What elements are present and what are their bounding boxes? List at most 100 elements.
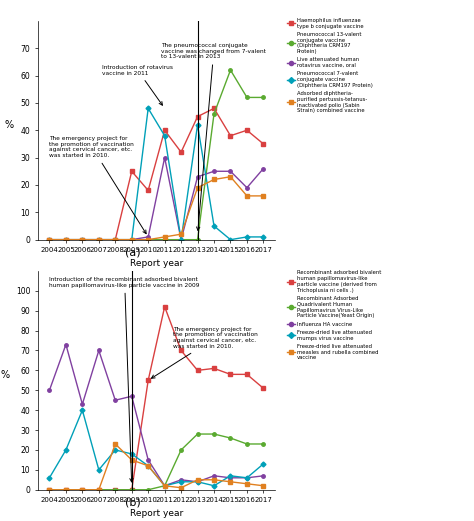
Influenza HA vaccine [178, 477, 184, 483]
Adsorbed diphtheria-
purified pertussis-tetanus-
inactivated polio (Sabin
Strain) combined vaccine [80, 237, 85, 243]
Recombinant adsorbed bivalent
human papillomavirus-like
particle vaccine (derived from
Trichoplusia ni cells .) [261, 385, 266, 391]
Recombinant Adsorbed
Quadrivalent Human
Papillomavirus Virus-Like
Particle Vaccine(Yeast Origin) [146, 487, 151, 493]
Freeze-dried live attenuated
measles and rubella combined
vaccine [129, 457, 135, 463]
Live attenuated human
rotavirus vaccine, oral [261, 166, 266, 172]
Pneumococcal 13-valent
conjugate vaccine
(Diphtheria CRM197
Protein) [244, 94, 250, 101]
Pneumococcal 13-valent
conjugate vaccine
(Diphtheria CRM197
Protein) [96, 237, 101, 243]
Freeze-dried live attenuated
measles and rubella combined
vaccine [96, 487, 101, 493]
Recombinant adsorbed bivalent
human papillomavirus-like
particle vaccine (derived from
Trichoplusia ni cells .) [195, 367, 201, 374]
Line: Pneumococcal 13-valent
conjugate vaccine
(Diphtheria CRM197
Protein): Pneumococcal 13-valent conjugate vaccine… [48, 68, 265, 241]
Freeze-dried live attenuated
mumps virus vaccine [261, 461, 266, 467]
Recombinant adsorbed bivalent
human papillomavirus-like
particle vaccine (derived from
Trichoplusia ni cells .) [80, 487, 85, 493]
Influenza HA vaccine [96, 348, 101, 354]
Live attenuated human
rotavirus vaccine, oral [211, 168, 217, 175]
Pneumococcal 7-valent
conjugate vaccine
(Diphtheria CRM197 Protein) [228, 237, 233, 243]
Freeze-dried live attenuated
mumps virus vaccine [195, 479, 201, 485]
Pneumococcal 13-valent
conjugate vaccine
(Diphtheria CRM197
Protein) [211, 111, 217, 117]
Freeze-dried live attenuated
mumps virus vaccine [211, 482, 217, 489]
Influenza HA vaccine [63, 341, 69, 348]
Haemophilus influenzae
type b conjugate vaccine [80, 237, 85, 243]
Y-axis label: %: % [0, 370, 9, 380]
Freeze-dried live attenuated
measles and rubella combined
vaccine [146, 463, 151, 469]
Text: (b): (b) [125, 498, 141, 507]
Line: Haemophilus influenzae
type b conjugate vaccine: Haemophilus influenzae type b conjugate … [48, 107, 265, 241]
Influenza HA vaccine [211, 473, 217, 479]
Line: Pneumococcal 7-valent
conjugate vaccine
(Diphtheria CRM197 Protein): Pneumococcal 7-valent conjugate vaccine … [48, 107, 265, 241]
Haemophilus influenzae
type b conjugate vaccine [146, 188, 151, 194]
Line: Adsorbed diphtheria-
purified pertussis-tetanus-
inactivated polio (Sabin
Strain) combined vaccine: Adsorbed diphtheria- purified pertussis-… [48, 175, 265, 241]
Text: Introduction of rotavirus
vaccine in 2011: Introduction of rotavirus vaccine in 201… [102, 65, 173, 105]
Haemophilus influenzae
type b conjugate vaccine [178, 149, 184, 155]
Adsorbed diphtheria-
purified pertussis-tetanus-
inactivated polio (Sabin
Strain) combined vaccine [96, 237, 101, 243]
Pneumococcal 13-valent
conjugate vaccine
(Diphtheria CRM197
Protein) [146, 237, 151, 243]
Adsorbed diphtheria-
purified pertussis-tetanus-
inactivated polio (Sabin
Strain) combined vaccine [228, 173, 233, 180]
Pneumococcal 13-valent
conjugate vaccine
(Diphtheria CRM197
Protein) [162, 237, 167, 243]
Recombinant adsorbed bivalent
human papillomavirus-like
particle vaccine (derived from
Trichoplusia ni cells .) [46, 487, 52, 493]
Freeze-dried live attenuated
mumps virus vaccine [162, 482, 167, 489]
Live attenuated human
rotavirus vaccine, oral [195, 173, 201, 180]
Pneumococcal 13-valent
conjugate vaccine
(Diphtheria CRM197
Protein) [112, 237, 118, 243]
Pneumococcal 7-valent
conjugate vaccine
(Diphtheria CRM197 Protein) [129, 237, 135, 243]
Live attenuated human
rotavirus vaccine, oral [129, 237, 135, 243]
Live attenuated human
rotavirus vaccine, oral [46, 237, 52, 243]
Recombinant adsorbed bivalent
human papillomavirus-like
particle vaccine (derived from
Trichoplusia ni cells .) [244, 371, 250, 378]
Recombinant Adsorbed
Quadrivalent Human
Papillomavirus Virus-Like
Particle Vaccine(Yeast Origin) [211, 431, 217, 437]
Line: Live attenuated human
rotavirus vaccine, oral: Live attenuated human rotavirus vaccine,… [48, 156, 265, 241]
Adsorbed diphtheria-
purified pertussis-tetanus-
inactivated polio (Sabin
Strain) combined vaccine [244, 193, 250, 199]
Freeze-dried live attenuated
mumps virus vaccine [112, 447, 118, 453]
Recombinant Adsorbed
Quadrivalent Human
Papillomavirus Virus-Like
Particle Vaccine(Yeast Origin) [228, 435, 233, 441]
Live attenuated human
rotavirus vaccine, oral [228, 168, 233, 175]
Recombinant adsorbed bivalent
human papillomavirus-like
particle vaccine (derived from
Trichoplusia ni cells .) [146, 377, 151, 383]
Live attenuated human
rotavirus vaccine, oral [162, 154, 167, 160]
Haemophilus influenzae
type b conjugate vaccine [195, 114, 201, 120]
Haemophilus influenzae
type b conjugate vaccine [244, 127, 250, 133]
Haemophilus influenzae
type b conjugate vaccine [228, 133, 233, 139]
Legend: Haemophilus influenzae
type b conjugate vaccine, Pneumococcal 13-valent
conjugat: Haemophilus influenzae type b conjugate … [285, 16, 375, 116]
X-axis label: Report year: Report year [130, 509, 183, 518]
Freeze-dried live attenuated
mumps virus vaccine [63, 447, 69, 453]
Influenza HA vaccine [261, 473, 266, 479]
Freeze-dried live attenuated
mumps virus vaccine [146, 463, 151, 469]
Recombinant adsorbed bivalent
human papillomavirus-like
particle vaccine (derived from
Trichoplusia ni cells .) [63, 487, 69, 493]
Freeze-dried live attenuated
measles and rubella combined
vaccine [178, 485, 184, 491]
Recombinant Adsorbed
Quadrivalent Human
Papillomavirus Virus-Like
Particle Vaccine(Yeast Origin) [80, 487, 85, 493]
Freeze-dried live attenuated
measles and rubella combined
vaccine [46, 487, 52, 493]
Pneumococcal 13-valent
conjugate vaccine
(Diphtheria CRM197
Protein) [228, 67, 233, 73]
Haemophilus influenzae
type b conjugate vaccine [96, 237, 101, 243]
Adsorbed diphtheria-
purified pertussis-tetanus-
inactivated polio (Sabin
Strain) combined vaccine [261, 193, 266, 199]
Recombinant adsorbed bivalent
human papillomavirus-like
particle vaccine (derived from
Trichoplusia ni cells .) [129, 487, 135, 493]
Recombinant Adsorbed
Quadrivalent Human
Papillomavirus Virus-Like
Particle Vaccine(Yeast Origin) [63, 487, 69, 493]
X-axis label: Report year: Report year [130, 259, 183, 268]
Pneumococcal 13-valent
conjugate vaccine
(Diphtheria CRM197
Protein) [261, 94, 266, 101]
Recombinant Adsorbed
Quadrivalent Human
Papillomavirus Virus-Like
Particle Vaccine(Yeast Origin) [162, 482, 167, 489]
Recombinant Adsorbed
Quadrivalent Human
Papillomavirus Virus-Like
Particle Vaccine(Yeast Origin) [195, 431, 201, 437]
Freeze-dried live attenuated
measles and rubella combined
vaccine [80, 487, 85, 493]
Recombinant adsorbed bivalent
human papillomavirus-like
particle vaccine (derived from
Trichoplusia ni cells .) [162, 304, 167, 310]
Pneumococcal 13-valent
conjugate vaccine
(Diphtheria CRM197
Protein) [63, 237, 69, 243]
Adsorbed diphtheria-
purified pertussis-tetanus-
inactivated polio (Sabin
Strain) combined vaccine [129, 237, 135, 243]
Adsorbed diphtheria-
purified pertussis-tetanus-
inactivated polio (Sabin
Strain) combined vaccine [146, 237, 151, 243]
Text: The emergency project for
the promotion of vaccination
against cervical cancer, : The emergency project for the promotion … [152, 327, 258, 378]
Pneumococcal 7-valent
conjugate vaccine
(Diphtheria CRM197 Protein) [178, 237, 184, 243]
Influenza HA vaccine [129, 393, 135, 400]
Pneumococcal 13-valent
conjugate vaccine
(Diphtheria CRM197
Protein) [46, 237, 52, 243]
Adsorbed diphtheria-
purified pertussis-tetanus-
inactivated polio (Sabin
Strain) combined vaccine [112, 237, 118, 243]
Line: Influenza HA vaccine: Influenza HA vaccine [48, 343, 265, 488]
Freeze-dried live attenuated
measles and rubella combined
vaccine [195, 477, 201, 483]
Pneumococcal 7-valent
conjugate vaccine
(Diphtheria CRM197 Protein) [63, 237, 69, 243]
Influenza HA vaccine [162, 482, 167, 489]
Freeze-dried live attenuated
mumps virus vaccine [244, 475, 250, 481]
Line: Freeze-dried live attenuated
mumps virus vaccine: Freeze-dried live attenuated mumps virus… [48, 408, 265, 488]
Freeze-dried live attenuated
measles and rubella combined
vaccine [261, 482, 266, 489]
Pneumococcal 7-valent
conjugate vaccine
(Diphtheria CRM197 Protein) [162, 133, 167, 139]
Live attenuated human
rotavirus vaccine, oral [112, 237, 118, 243]
Recombinant Adsorbed
Quadrivalent Human
Papillomavirus Virus-Like
Particle Vaccine(Yeast Origin) [178, 447, 184, 453]
Influenza HA vaccine [112, 397, 118, 403]
Text: The emergency project for
the promotion of vaccination
against cervical cancer, : The emergency project for the promotion … [49, 136, 146, 233]
Freeze-dried live attenuated
mumps virus vaccine [96, 467, 101, 473]
Text: The pneumococcal conjugate
vaccine was changed from 7-valent
to 13-valent in 201: The pneumococcal conjugate vaccine was c… [161, 43, 266, 230]
Live attenuated human
rotavirus vaccine, oral [63, 237, 69, 243]
Recombinant adsorbed bivalent
human papillomavirus-like
particle vaccine (derived from
Trichoplusia ni cells .) [96, 487, 101, 493]
Pneumococcal 7-valent
conjugate vaccine
(Diphtheria CRM197 Protein) [244, 234, 250, 240]
Haemophilus influenzae
type b conjugate vaccine [211, 105, 217, 111]
